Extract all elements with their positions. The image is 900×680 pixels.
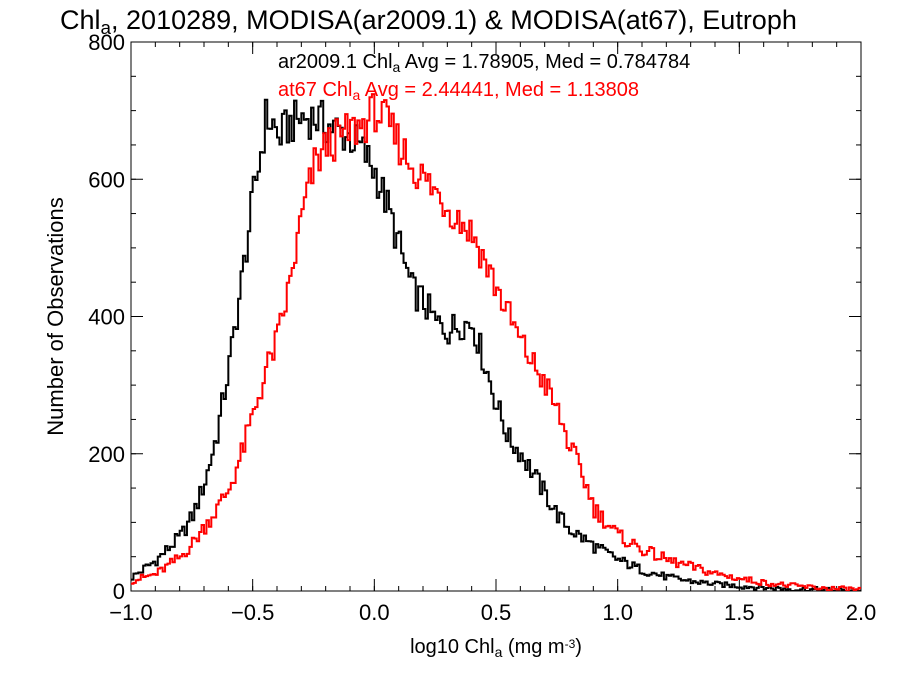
y-axis-label: Number of Observations (43, 197, 68, 435)
y-tick-label: 800 (88, 30, 125, 55)
y-tick-label: 600 (88, 167, 125, 192)
x-tick-label: 1.5 (724, 600, 755, 625)
plot-frame (130, 41, 862, 592)
x-tick-label: 2.0 (846, 600, 877, 625)
chart-title: Chla, 2010289, MODISA(ar2009.1) & MODISA… (60, 5, 797, 39)
y-tick-label: 200 (88, 442, 125, 467)
plot-area (131, 93, 861, 591)
x-tick-label: 1.0 (602, 600, 633, 625)
series-line-1 (131, 93, 861, 591)
x-axis-label: log10 Chla (mg m-3) (410, 636, 582, 660)
y-tick-label: 0 (113, 579, 125, 604)
x-tick-label: −0.5 (231, 600, 274, 625)
annotation-at67: at67 Chla Avg = 2.44441, Med = 1.13808 (278, 79, 639, 103)
y-tick-label: 400 (88, 305, 125, 330)
x-tick-label: −1.0 (109, 600, 152, 625)
series-line-0 (131, 98, 861, 591)
annotation-ar2009: ar2009.1 Chla Avg = 1.78905, Med = 0.784… (278, 51, 690, 75)
x-tick-label: 0.5 (481, 600, 512, 625)
x-tick-label: 0.0 (359, 600, 390, 625)
